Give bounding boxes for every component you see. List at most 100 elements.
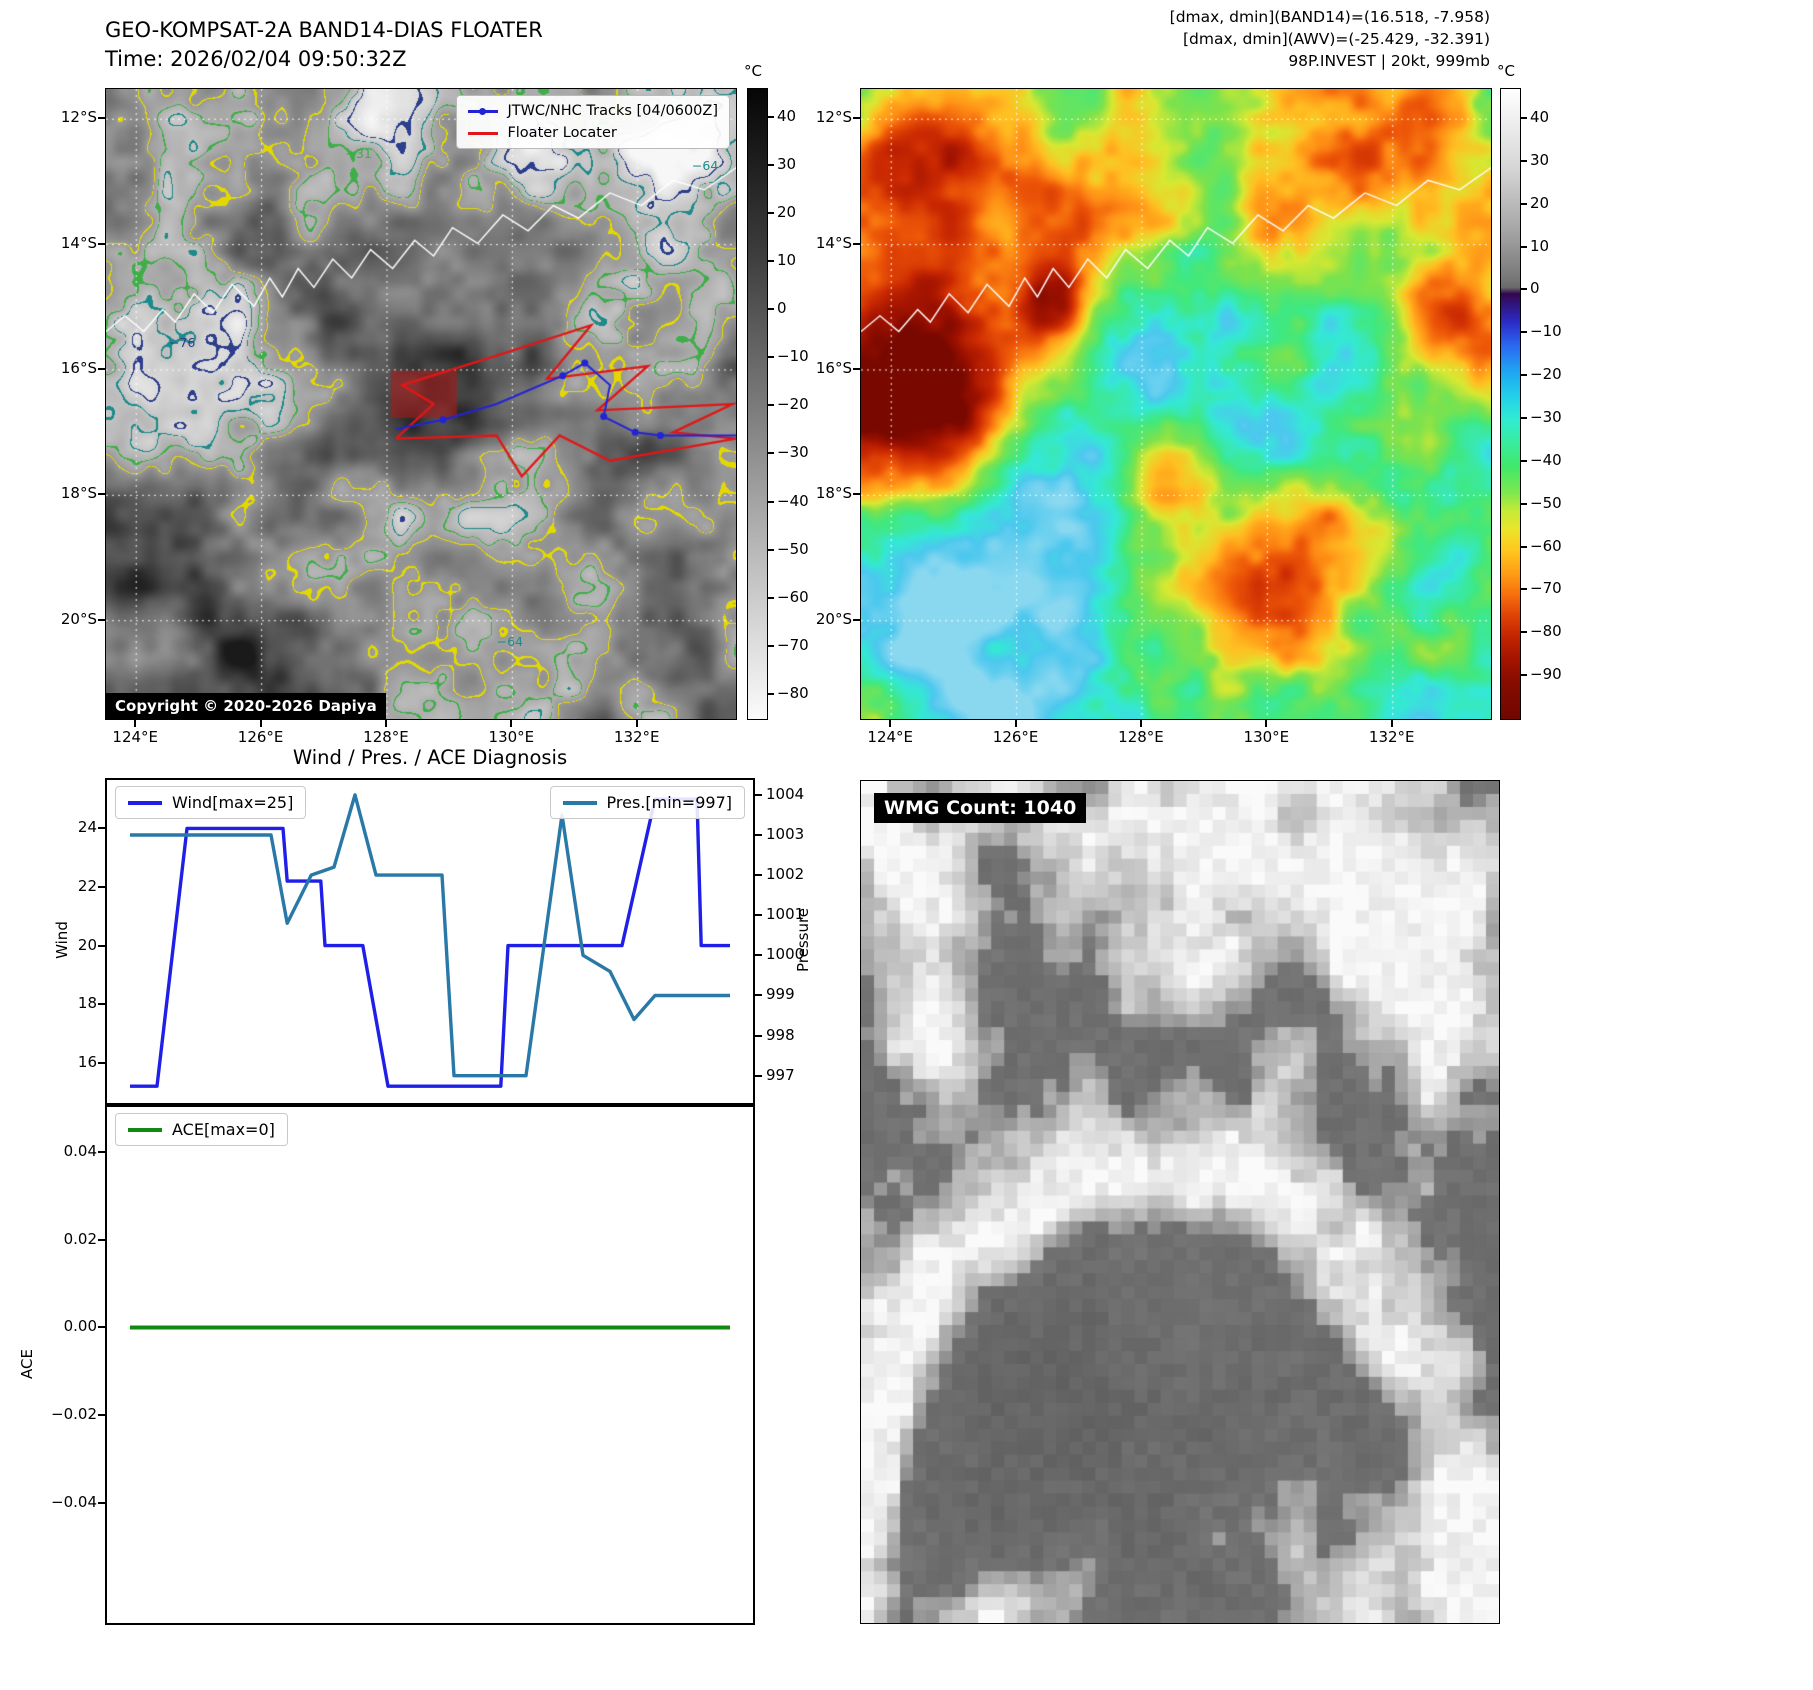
tick-mark xyxy=(1521,202,1527,205)
band14-colorbar-unit: °C xyxy=(744,62,762,80)
tick-mark xyxy=(98,944,105,947)
map-ytick-label: 20°S xyxy=(815,609,852,628)
tick-mark xyxy=(1521,631,1527,634)
map-xtick-label: 124°E xyxy=(867,728,914,746)
tick-mark xyxy=(1521,459,1527,462)
colorbar-tick-label: 10 xyxy=(777,251,797,270)
tick-mark xyxy=(768,212,774,215)
colorbar-tick-label: 40 xyxy=(1530,108,1550,126)
wmg-count-label: WMG Count: 1040 xyxy=(874,793,1087,823)
ace-legend-label: ACE[max=0] xyxy=(172,1120,275,1139)
colorbar-tick-label: 20 xyxy=(1530,193,1550,212)
tick-mark xyxy=(98,1502,105,1504)
ace-plot xyxy=(105,1105,755,1625)
map-ytick-label: 20°S xyxy=(60,609,97,628)
wind-legend: Wind[max=25] xyxy=(115,786,307,819)
colorbar-tick-label: −50 xyxy=(1530,493,1562,512)
colorbar-tick-label: 20 xyxy=(777,203,797,222)
tick-mark xyxy=(768,308,774,311)
colorbar-tick-label: −30 xyxy=(1530,408,1562,426)
ace-chart: ACE[max=0] xyxy=(105,1105,755,1625)
colorbar-tick-label: 40 xyxy=(777,106,797,125)
tick-mark xyxy=(853,117,860,120)
header-line-invest: 98P.INVEST | 20kt, 999mb xyxy=(1288,52,1490,70)
tick-mark xyxy=(1014,720,1017,727)
map-xtick-label: 128°E xyxy=(363,728,409,746)
map-xtick-label: 126°E xyxy=(237,728,284,746)
legend-row-floater: Floater Locater xyxy=(468,125,718,141)
tick-mark xyxy=(134,720,137,727)
band14-colorbar xyxy=(747,88,768,720)
colorbar-tick-label: 30 xyxy=(777,154,797,173)
map-xtick-label: 124°E xyxy=(112,728,159,746)
tick-mark xyxy=(768,500,774,503)
awv-map xyxy=(860,88,1492,720)
map-ytick-label: 18°S xyxy=(60,484,97,503)
pressure-legend: Pres.[min=997] xyxy=(549,786,745,819)
map-xtick-label: 132°E xyxy=(613,728,660,746)
floater-line-swatch xyxy=(468,131,499,135)
tick-mark xyxy=(768,163,774,166)
chart-ytick-label: 18 xyxy=(77,994,97,1013)
band14-title: GEO-KOMPSAT-2A BAND14-DIAS FLOATER xyxy=(105,18,543,42)
tick-mark xyxy=(384,720,387,727)
tick-mark xyxy=(98,1150,105,1153)
tick-mark xyxy=(98,1061,105,1064)
tick-mark xyxy=(98,1326,105,1329)
tick-mark xyxy=(635,720,638,727)
tick-mark xyxy=(1521,374,1527,377)
chart-y2tick-label: 1003 xyxy=(766,824,805,843)
colorbar-tick-label: −70 xyxy=(1530,579,1562,598)
chart-ytick-label: 24 xyxy=(77,818,97,837)
tick-mark xyxy=(98,493,105,496)
colorbar-tick-label: −20 xyxy=(1530,365,1562,384)
tick-mark xyxy=(768,452,774,455)
contour-label: −64 xyxy=(691,158,719,174)
chart-y2tick-label: 1001 xyxy=(766,905,805,924)
chart-y2tick-label: 1000 xyxy=(766,945,805,964)
legend-row-jtwc-track: JTWC/NHC Tracks [04/0600Z] xyxy=(468,103,718,119)
tick-mark xyxy=(1265,720,1268,727)
wmg-panel: WMG Count: 1040 xyxy=(860,780,1500,1624)
wind-line-swatch xyxy=(128,800,162,805)
colorbar-tick-label: 10 xyxy=(1530,236,1550,255)
band14-time-label: Time: 2026/02/04 09:50:32Z xyxy=(105,47,407,71)
tick-mark xyxy=(98,117,105,120)
colorbar-tick-label: 0 xyxy=(1530,279,1540,298)
tick-mark xyxy=(768,644,774,647)
floater-legend-label: Floater Locater xyxy=(507,125,617,141)
tick-mark xyxy=(1521,159,1527,162)
track-legend-label: JTWC/NHC Tracks [04/0600Z] xyxy=(507,103,718,119)
map-xtick-label: 126°E xyxy=(992,728,1039,746)
tick-mark xyxy=(259,720,262,727)
tick-mark xyxy=(755,954,762,957)
chart-y2tick-label: 998 xyxy=(766,1025,795,1044)
chart-ytick-label: −0.04 xyxy=(51,1493,97,1511)
wind-legend-label: Wind[max=25] xyxy=(172,793,294,812)
colorbar-tick-label: 0 xyxy=(777,299,787,318)
chart-ytick-label: 0.02 xyxy=(63,1229,97,1248)
ace-line-swatch xyxy=(128,1127,162,1132)
colorbar-tick-label: −20 xyxy=(777,395,809,414)
header-line-band14-range: [dmax, dmin](BAND14)=(16.518, -7.958) xyxy=(1169,8,1490,26)
colorbar-tick-label: −80 xyxy=(777,683,809,702)
pressure-legend-label: Pres.[min=997] xyxy=(606,793,732,812)
map-ytick-label: 12°S xyxy=(60,108,97,127)
wmg-microwave-canvas xyxy=(861,781,1499,1623)
tick-mark xyxy=(755,914,762,917)
colorbar-tick-label: −60 xyxy=(1530,536,1562,555)
tick-mark xyxy=(98,1238,105,1241)
map-xtick-label: 132°E xyxy=(1368,728,1415,746)
map-ytick-label: 12°S xyxy=(815,108,852,127)
band14-map: JTWC/NHC Tracks [04/0600Z] Floater Locat… xyxy=(105,88,737,720)
tick-mark xyxy=(768,548,774,551)
colorbar-tick-label: −80 xyxy=(1530,622,1562,641)
colorbar-tick-label: −40 xyxy=(1530,450,1562,469)
colorbar-tick-label: −40 xyxy=(777,491,809,510)
tick-mark xyxy=(98,886,105,888)
copyright-label: Copyright © 2020-2026 Dapiya xyxy=(106,693,386,719)
map-xtick-label: 130°E xyxy=(1243,728,1290,746)
tick-mark xyxy=(889,720,892,727)
map-xtick-label: 128°E xyxy=(1118,728,1164,746)
tick-mark xyxy=(853,618,860,621)
